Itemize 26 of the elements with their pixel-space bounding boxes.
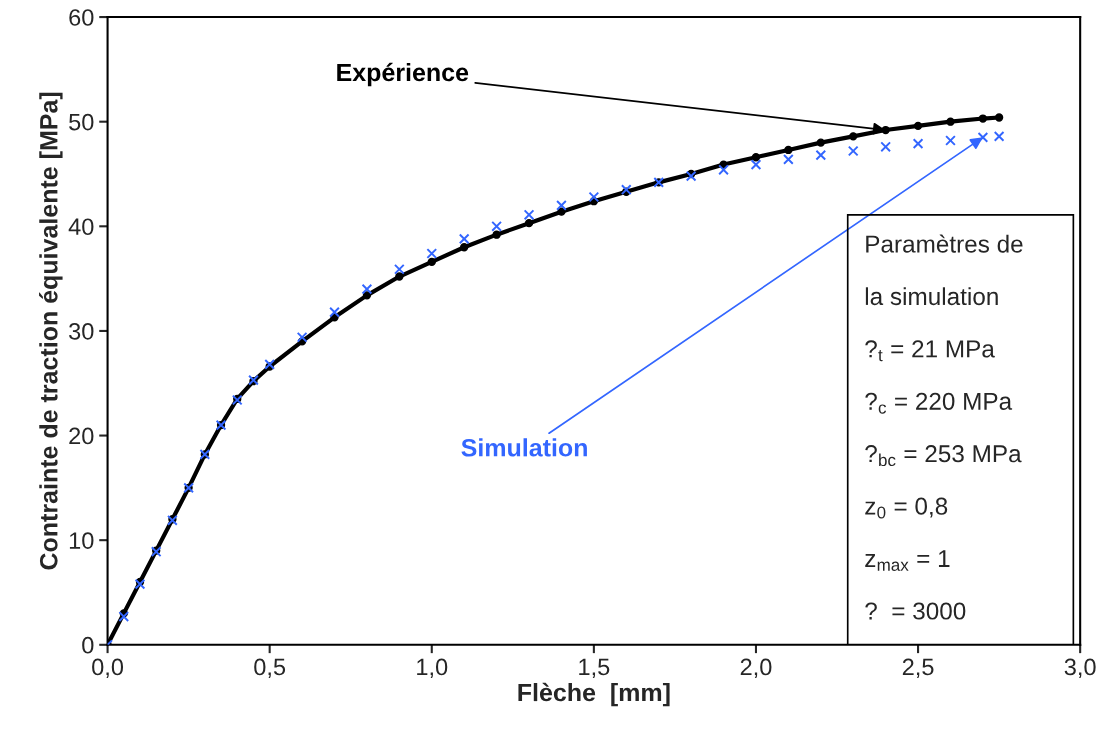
annotation: ?$_{c}$ = 220 MPa (865, 392, 1013, 414)
annotation: Paramètres de (866, 234, 1023, 253)
y-tick-label: 20 (69, 427, 94, 445)
y-tick-label: 50 (69, 113, 94, 131)
x-tick-label: 2,5 (902, 658, 934, 679)
x-axis-title: Flèche [mm] (518, 682, 670, 707)
x-tick-label: 1,5 (579, 658, 610, 679)
y-tick-label: 60 (69, 9, 94, 26)
annotation: z$_{max}$ = 1 (865, 550, 950, 571)
x-tick-label: 1,0 (417, 658, 448, 679)
y-tick-label: 0 (82, 636, 94, 654)
annotation: Expérience (337, 62, 469, 87)
annotation: ? = 3000 (865, 602, 966, 620)
annotation: Simulation (461, 438, 587, 457)
x-tick-label: 2,0 (740, 658, 772, 679)
y-tick-label: 10 (69, 532, 94, 549)
annotation: ?$_{t}$ = 21 MPa (865, 340, 995, 362)
annotation: ?$_{bc}$ = 253 MPa (865, 445, 1022, 467)
x-tick-label: 0,5 (254, 658, 286, 679)
annotation: la simulation (865, 287, 998, 306)
y-tick-label: 40 (68, 218, 94, 236)
annotation: z$_{0}$ = 0,8 (865, 497, 948, 519)
x-tick-label: 3,0 (1064, 658, 1096, 679)
y-axis-title: Contrainte de traction équivalente [MPa] (39, 92, 63, 570)
y-tick-label: 30 (69, 323, 94, 340)
x-tick-label: 0,0 (92, 658, 124, 679)
